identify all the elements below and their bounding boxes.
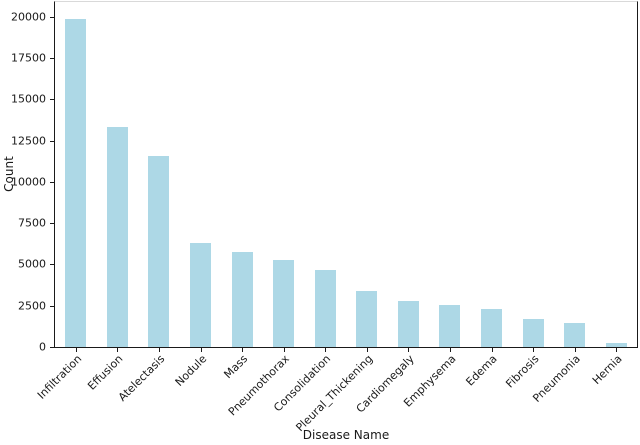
x-tick-label: Pleural_Thickening: [293, 352, 376, 435]
x-tick-label: Hernia: [589, 352, 625, 388]
y-tick-mark: [50, 58, 54, 60]
y-tick-mark: [50, 347, 54, 348]
y-axis-label: Count: [2, 156, 16, 192]
bar-cardiomegaly: [397, 301, 419, 347]
x-tick-mark: [325, 348, 327, 352]
bar-consolidation: [314, 269, 336, 347]
bar-emphysema: [439, 305, 461, 347]
bar-pneumothorax: [273, 259, 295, 347]
x-tick-mark: [242, 348, 244, 352]
x-tick-mark: [117, 348, 119, 352]
bar-effusion: [106, 127, 128, 347]
y-tick-label: 15000: [11, 92, 46, 106]
y-tick-label: 5000: [18, 257, 46, 271]
y-tick-mark: [50, 140, 54, 142]
x-tick-mark: [283, 348, 285, 352]
x-tick-mark: [574, 348, 576, 352]
x-tick-mark: [533, 348, 535, 352]
y-tick-label: 2500: [18, 299, 46, 313]
bar-pleural_thickening: [356, 291, 378, 347]
bar-nodule: [190, 242, 211, 347]
bar-fibrosis: [522, 319, 544, 347]
x-tick-label: Fibrosis: [503, 352, 542, 391]
bar-hernia: [605, 343, 627, 347]
y-tick-label: 20000: [11, 10, 46, 24]
y-tick-mark: [50, 305, 54, 307]
bar-edema: [481, 309, 502, 347]
y-tick-mark: [50, 264, 54, 266]
x-tick-mark: [449, 348, 451, 352]
x-axis-label: Disease Name: [302, 428, 390, 442]
x-tick-mark: [200, 348, 202, 352]
y-tick-label: 10000: [11, 175, 46, 189]
x-tick-mark: [75, 348, 77, 352]
x-tick-mark: [616, 348, 618, 352]
x-tick-mark: [491, 348, 493, 352]
bar-infiltration: [65, 18, 87, 347]
y-tick-label: 0: [39, 340, 46, 354]
plot-area: Infiltration Effusion Atelectasis Nodule Mas…: [11, 1, 638, 434]
y-tick-mark: [50, 99, 54, 101]
y-tick-mark: [50, 16, 54, 18]
x-tick-label: Edema: [463, 352, 500, 389]
x-tick-label: Nodule: [172, 352, 209, 389]
x-tick-mark: [408, 348, 410, 352]
bar-pneumonia: [564, 323, 586, 347]
x-tick-mark: [158, 348, 160, 352]
x-tick-label: Mass: [221, 352, 251, 382]
y-tick-label: 12500: [11, 134, 46, 148]
y-tick-label: 7500: [18, 216, 46, 230]
x-tick-mark: [366, 348, 368, 352]
bar-mass: [231, 251, 253, 347]
x-tick-label: Infiltration: [34, 352, 85, 402]
y-tick-mark: [50, 181, 54, 183]
y-tick-label: 17500: [11, 51, 46, 65]
y-tick-mark: [50, 223, 54, 225]
x-tick-label: Effusion: [85, 352, 126, 393]
bar-atelectasis: [148, 156, 170, 347]
